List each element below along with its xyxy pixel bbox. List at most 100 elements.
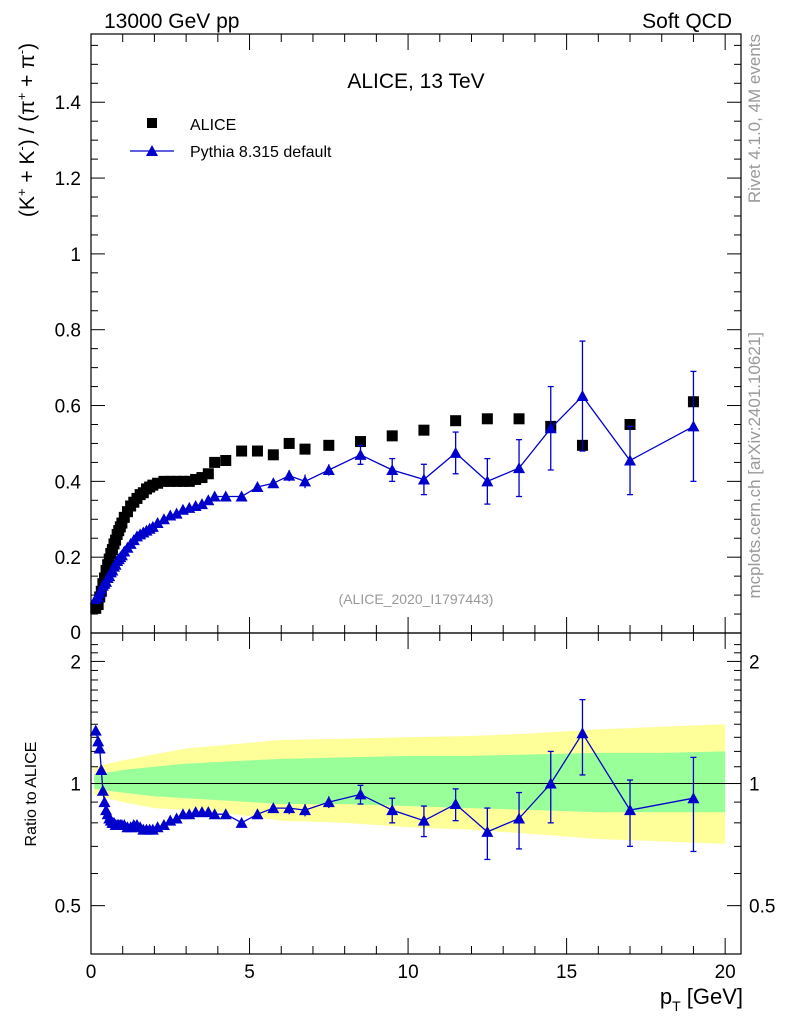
pythia-data-point — [386, 463, 399, 475]
pythia-data-point — [195, 498, 208, 510]
pythia-data-point — [151, 517, 164, 529]
ratio-y-tick-label: 0.5 — [55, 897, 81, 918]
alice-data-point — [450, 415, 462, 427]
alice-data-point — [171, 475, 183, 487]
legend-alice-marker — [147, 118, 157, 128]
alice-data-point — [196, 472, 208, 484]
pythia-data-point — [513, 462, 526, 474]
ratio-data-point — [449, 798, 462, 810]
ratio-data-point — [96, 784, 109, 796]
alice-data-point — [624, 418, 636, 430]
pythia-data-point — [202, 494, 215, 506]
alice-data-point — [355, 436, 367, 448]
alice-data-point — [236, 445, 248, 457]
alice-data-point — [299, 443, 311, 455]
header-right-label: Soft QCD — [642, 10, 732, 33]
alice-data-point — [190, 473, 202, 485]
pythia-data-point — [283, 469, 296, 481]
alice-data-point — [177, 475, 189, 487]
mcplots-label: mcplots.cern.ch [arXiv:2401.10621] — [745, 332, 764, 598]
ratio-data-point — [267, 802, 280, 814]
main-frame — [90, 33, 742, 634]
ratio-data-point — [170, 812, 183, 824]
pythia-data-point — [449, 446, 462, 458]
alice-data-point — [92, 599, 104, 611]
alice-data-point — [100, 564, 112, 576]
header-left-label: 13000 GeV pp — [104, 10, 239, 33]
alice-data-point — [220, 455, 232, 467]
ratio-data-point — [687, 792, 700, 804]
x-tick-label: 5 — [244, 962, 255, 983]
ratio-data-point — [219, 808, 232, 820]
ratio-panel: 0.5 0.51 12 20 5 10 15 20 Ratio to ALICE pT [Ge… — [23, 632, 775, 1014]
ratio-data-point — [322, 796, 335, 808]
ratio-green-band — [94, 751, 726, 813]
pythia-data-point — [544, 422, 557, 434]
pythia-data-point — [267, 477, 280, 489]
ratio-y-tick-label-right: 1 — [749, 775, 760, 796]
pythia-data-point — [624, 454, 637, 466]
pythia-series-line — [95, 395, 694, 600]
alice-data-point — [152, 477, 164, 489]
ratio-y-tick-label: 1 — [70, 775, 81, 796]
alice-data-point — [418, 424, 430, 436]
pythia-data-point — [354, 448, 367, 460]
alice-data-point — [386, 430, 398, 442]
ratio-data-point — [354, 788, 367, 800]
alice-data-point — [106, 544, 118, 556]
main-y-tick-label: 0.8 — [55, 321, 81, 342]
x-tick-label: 10 — [398, 962, 419, 983]
analysis-watermark: (ALICE_2020_I1797443) — [339, 591, 494, 607]
pythia-data-point — [322, 463, 335, 475]
main-y-zero-label: 0 — [70, 623, 81, 644]
main-y-axis-label: (K+ + K-) / (π+ + π-) — [14, 43, 39, 217]
ratio-data-point — [95, 763, 108, 775]
ratio-y-tick-label-right: 0.5 — [749, 897, 775, 918]
ratio-data-point — [92, 735, 105, 747]
ratio-data-point — [251, 808, 264, 820]
ratio-y-tick-label-right: 2 — [749, 652, 760, 673]
ratio-data-point — [98, 796, 111, 808]
alice-data-point — [158, 475, 170, 487]
alice-data-point — [102, 559, 114, 571]
alice-data-point — [202, 468, 214, 480]
main-y-tick-label: 1.4 — [55, 93, 82, 114]
alice-data-point — [116, 517, 128, 529]
ratio-data-point — [624, 804, 637, 816]
pythia-data-point — [219, 490, 232, 502]
main-y-tick-label: 0.6 — [55, 397, 81, 418]
ratio-y-tick-label: 2 — [70, 652, 81, 673]
ratio-data-point — [89, 724, 102, 736]
ratio-data-point — [576, 727, 589, 739]
alice-data-point — [513, 413, 525, 425]
main-y-tick-label: 0.2 — [55, 548, 81, 569]
alice-data-point — [110, 534, 122, 546]
x-tick-label: 0 — [86, 962, 97, 983]
pythia-data-point — [576, 390, 589, 402]
main-y-tick-label: 0.4 — [55, 472, 82, 493]
main-panel: 0.2 0.4 0.6 0.8 1 1.2 1.4 0 ALICE, 13 TeV (ALIC… — [14, 33, 742, 644]
legend-pythia-label: Pythia 8.315 default — [190, 144, 332, 161]
ratio-data-point — [299, 804, 312, 816]
pythia-data-point — [170, 507, 183, 519]
alice-data-point — [481, 413, 493, 425]
alice-data-point — [103, 553, 115, 565]
alice-data-point — [251, 445, 263, 457]
ratio-data-point — [481, 825, 494, 837]
legend: ALICE Pythia 8.315 default — [130, 117, 332, 161]
pythia-data-point — [417, 473, 430, 485]
pythia-data-point — [208, 490, 221, 502]
pythia-data-point — [299, 475, 312, 487]
alice-data-point — [183, 475, 195, 487]
legend-pythia-marker — [146, 145, 158, 156]
alice-data-point — [323, 439, 335, 451]
legend-alice-label: ALICE — [190, 117, 236, 134]
alice-data-point — [267, 449, 279, 461]
alice-data-point — [283, 437, 295, 449]
alice-data-point — [118, 511, 130, 523]
x-axis-label: pT [GeV] — [660, 984, 743, 1014]
ratio-data-point — [513, 812, 526, 824]
ratio-data-point — [93, 742, 106, 754]
ratio-data-point — [235, 816, 248, 828]
